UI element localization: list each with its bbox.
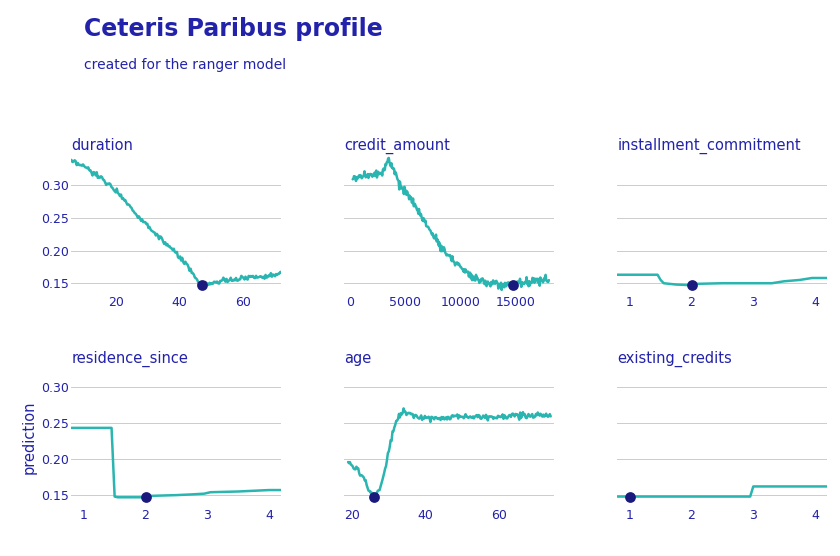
- Point: [506, 281, 519, 290]
- Point: [623, 493, 637, 502]
- Text: Ceteris Paribus profile: Ceteris Paribus profile: [84, 17, 383, 41]
- Text: installment_commitment: installment_commitment: [617, 138, 801, 155]
- Text: duration: duration: [71, 138, 134, 153]
- Point: [195, 281, 208, 290]
- Text: age: age: [344, 351, 371, 366]
- Point: [685, 281, 698, 290]
- Text: credit_amount: credit_amount: [344, 138, 450, 155]
- Text: created for the ranger model: created for the ranger model: [84, 58, 286, 72]
- Text: residence_since: residence_since: [71, 351, 188, 368]
- Text: existing_credits: existing_credits: [617, 351, 732, 368]
- Y-axis label: prediction: prediction: [22, 400, 37, 474]
- Point: [139, 493, 152, 502]
- Point: [367, 493, 381, 502]
